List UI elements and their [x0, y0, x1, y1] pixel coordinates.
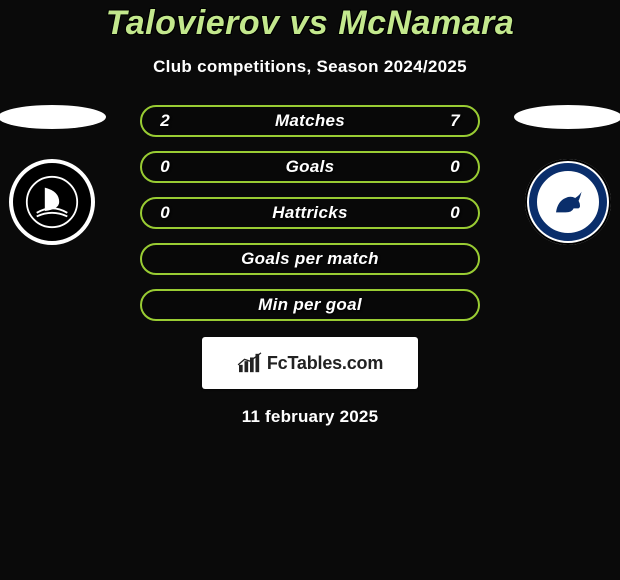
comparison-panel: 2 Matches 7 0 Goals 0 0 Hattricks 0 Goal… [0, 105, 620, 325]
stat-label: Goals per match [174, 249, 446, 269]
stat-left-value: 0 [156, 157, 174, 177]
team-right [512, 105, 620, 245]
stat-row-hattricks: 0 Hattricks 0 [140, 197, 480, 229]
stat-label: Hattricks [174, 203, 446, 223]
stat-right-value: 7 [446, 111, 464, 131]
brand-link[interactable]: FcTables.com [202, 337, 418, 389]
header: Talovierov vs McNamara Club competitions… [0, 0, 620, 77]
footer: FcTables.com 11 february 2025 [0, 337, 620, 427]
stat-row-min-per-goal: Min per goal [140, 289, 480, 321]
millwall-icon [548, 182, 588, 222]
stat-row-goals: 0 Goals 0 [140, 151, 480, 183]
stat-label: Min per goal [174, 295, 446, 315]
stat-label: Matches [174, 111, 446, 131]
stat-right-value: 0 [446, 203, 464, 223]
team-left [0, 105, 108, 245]
date-label: 11 february 2025 [0, 407, 620, 427]
team-right-crest [525, 159, 611, 245]
page-subtitle: Club competitions, Season 2024/2025 [0, 57, 620, 77]
team-left-crest [9, 159, 95, 245]
bar-chart-icon [237, 352, 263, 374]
stat-label: Goals [174, 157, 446, 177]
brand-name: FcTables.com [267, 353, 383, 374]
stat-row-goals-per-match: Goals per match [140, 243, 480, 275]
team-left-marker [0, 105, 106, 129]
page-title: Talovierov vs McNamara [0, 4, 620, 43]
plymouth-icon [25, 175, 79, 229]
stat-left-value: 0 [156, 203, 174, 223]
stat-left-value: 2 [156, 111, 174, 131]
stat-row-matches: 2 Matches 7 [140, 105, 480, 137]
stat-rows: 2 Matches 7 0 Goals 0 0 Hattricks 0 Goal… [140, 105, 480, 321]
stat-right-value: 0 [446, 157, 464, 177]
team-right-marker [514, 105, 620, 129]
